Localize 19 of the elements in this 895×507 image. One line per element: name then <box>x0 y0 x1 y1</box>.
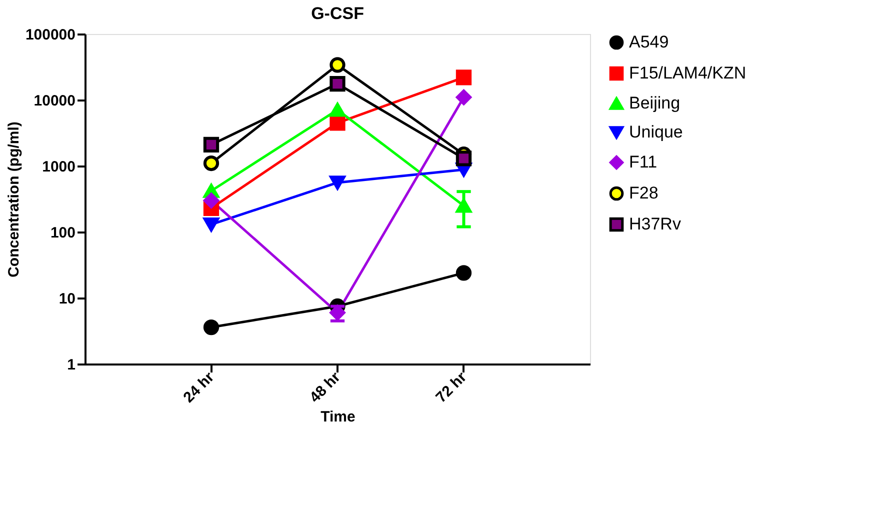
legend-label: Unique <box>629 122 683 142</box>
y-axis-title: Concentration (pg/ml) <box>5 122 22 278</box>
x-axis-title: Time <box>320 408 356 426</box>
chart-title: G-CSF <box>311 4 364 23</box>
y-tick-label: 100000 <box>25 26 76 44</box>
legend-label: A549 <box>629 32 669 52</box>
y-tick-label: 1 <box>67 356 76 374</box>
legend-label: H37Rv <box>629 214 682 234</box>
y-tick-label: 1000 <box>42 158 76 176</box>
legend-label: F28 <box>629 184 658 202</box>
x-tick-label: 48 hr <box>306 368 344 406</box>
y-tick-label: 10 <box>58 290 76 308</box>
legend-label: F15/LAM4/KZN <box>629 64 746 82</box>
x-tick-label: 72 hr <box>432 368 470 406</box>
y-tick-label: 10000 <box>34 92 76 110</box>
x-tick-label: 24 hr <box>180 368 218 406</box>
legend-label: F11 <box>629 152 658 172</box>
legend-label: Beijing <box>629 94 680 112</box>
y-tick-label: 100 <box>50 224 76 242</box>
